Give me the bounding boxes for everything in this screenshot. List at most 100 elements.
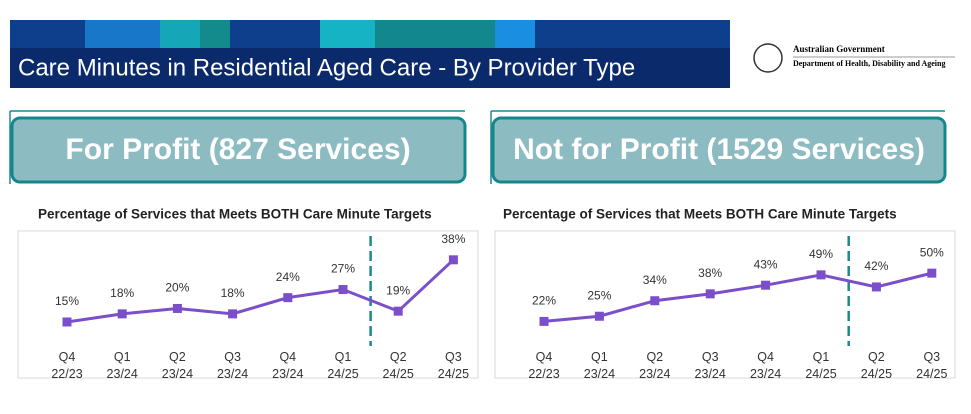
gov-line1: Australian Government (793, 44, 885, 54)
banner-block (320, 20, 375, 48)
point (117, 309, 127, 319)
x-tick-line: Q1 (114, 350, 131, 364)
banner-block (85, 20, 160, 48)
value-label: 24% (276, 270, 300, 284)
x-tick-label: Q2 23/24 (162, 350, 193, 381)
banner-block (495, 20, 535, 48)
banner-block (200, 20, 230, 48)
point (393, 306, 403, 316)
x-tick-line: 24/25 (916, 367, 947, 381)
value-label: 50% (920, 245, 944, 259)
x-tick-line: Q3 (923, 350, 940, 364)
panel-header (10, 116, 467, 184)
crest (753, 43, 783, 73)
x-tick-line: 24/25 (861, 367, 892, 381)
x-tick-label: Q4 23/24 (750, 350, 781, 381)
x-tick-label: Q4 22/23 (528, 350, 559, 381)
point (62, 317, 72, 327)
x-tick-line: Q2 (169, 350, 186, 364)
panel-header (491, 116, 947, 184)
x-tick-line: Q3 (224, 350, 241, 364)
x-tick-label: Q1 24/25 (327, 350, 358, 381)
gov-line2: Department of Health, Disability and Age… (793, 59, 945, 68)
x-tick-line: 23/24 (272, 367, 303, 381)
x-tick-line: 22/23 (528, 367, 559, 381)
x-tick-line: 24/25 (383, 367, 414, 381)
gov-logo: Australian Government Department of Heal… (753, 43, 955, 73)
point (927, 268, 937, 278)
point (448, 255, 458, 265)
point (705, 289, 715, 299)
x-tick-line: Q4 (59, 350, 76, 364)
x-tick-line: 23/24 (107, 367, 138, 381)
point (283, 293, 293, 303)
value-label: 43% (754, 257, 778, 271)
x-tick-label: Q2 23/24 (639, 350, 670, 381)
panel-title: For Profit (827 Services) (65, 133, 410, 166)
x-tick-label: Q1 24/25 (805, 350, 836, 381)
x-tick-line: Q1 (335, 350, 352, 364)
value-label: 25% (587, 288, 611, 302)
x-tick-line: Q1 (813, 350, 830, 364)
x-tick-line: 23/24 (639, 367, 670, 381)
chart-box (17, 230, 479, 379)
x-tick-line: Q4 (757, 350, 774, 364)
x-tick-line: Q3 (702, 350, 719, 364)
banner-band (10, 48, 730, 88)
value-label: 27% (331, 262, 355, 276)
x-tick-line: 24/25 (327, 367, 358, 381)
series-line (543, 271, 933, 323)
x-tick-label: Q3 23/24 (695, 350, 726, 381)
value-label: 20% (165, 281, 189, 295)
point (594, 311, 604, 321)
chart-title: Percentage of Services that Meets BOTH C… (38, 207, 432, 222)
x-tick-line: Q1 (591, 350, 608, 364)
x-tick-line: Q4 (279, 350, 296, 364)
x-tick-line: 22/23 (51, 367, 82, 381)
banner-block (375, 20, 495, 48)
x-tick-line: Q2 (646, 350, 663, 364)
banner: Care Minutes in Residential Aged Care - … (10, 20, 730, 88)
point (228, 309, 238, 319)
value-label: 15% (55, 294, 79, 308)
x-tick-label: Q1 23/24 (584, 350, 615, 381)
value-label: 38% (698, 266, 722, 280)
x-tick-line: 23/24 (162, 367, 193, 381)
value-label: 38% (441, 232, 465, 246)
value-label: 22% (532, 294, 556, 308)
value-label: 18% (221, 286, 245, 300)
x-tick-line: 23/24 (695, 367, 726, 381)
point (338, 285, 348, 295)
point (172, 303, 182, 313)
x-tick-label: Q1 23/24 (107, 350, 138, 381)
value-label: 19% (386, 283, 410, 297)
series-line (66, 258, 455, 324)
banner-block (160, 20, 200, 48)
x-tick-line: 23/24 (217, 367, 248, 381)
value-label: 42% (864, 259, 888, 273)
x-tick-line: Q2 (390, 350, 407, 364)
x-tick-label: Q4 22/23 (51, 350, 82, 381)
point (871, 282, 881, 292)
x-tick-line: Q4 (536, 350, 553, 364)
x-tick-line: 24/25 (438, 367, 469, 381)
x-tick-label: Q2 24/25 (861, 350, 892, 381)
point (650, 296, 660, 306)
point (761, 280, 771, 290)
point (539, 316, 549, 326)
value-label: 18% (110, 286, 134, 300)
chart-title: Percentage of Services that Meets BOTH C… (503, 207, 897, 222)
panel-title: Not for Profit (1529 Services) (513, 133, 925, 166)
x-tick-label: Q3 23/24 (217, 350, 248, 381)
chart-box (494, 230, 956, 379)
x-tick-label: Q2 24/25 (383, 350, 414, 381)
x-tick-label: Q3 24/25 (916, 350, 947, 381)
x-tick-line: 23/24 (584, 367, 615, 381)
value-label: 34% (643, 273, 667, 287)
x-tick-line: Q3 (445, 350, 462, 364)
value-label: 49% (809, 247, 833, 261)
x-tick-line: Q2 (868, 350, 885, 364)
x-tick-label: Q4 23/24 (272, 350, 303, 381)
